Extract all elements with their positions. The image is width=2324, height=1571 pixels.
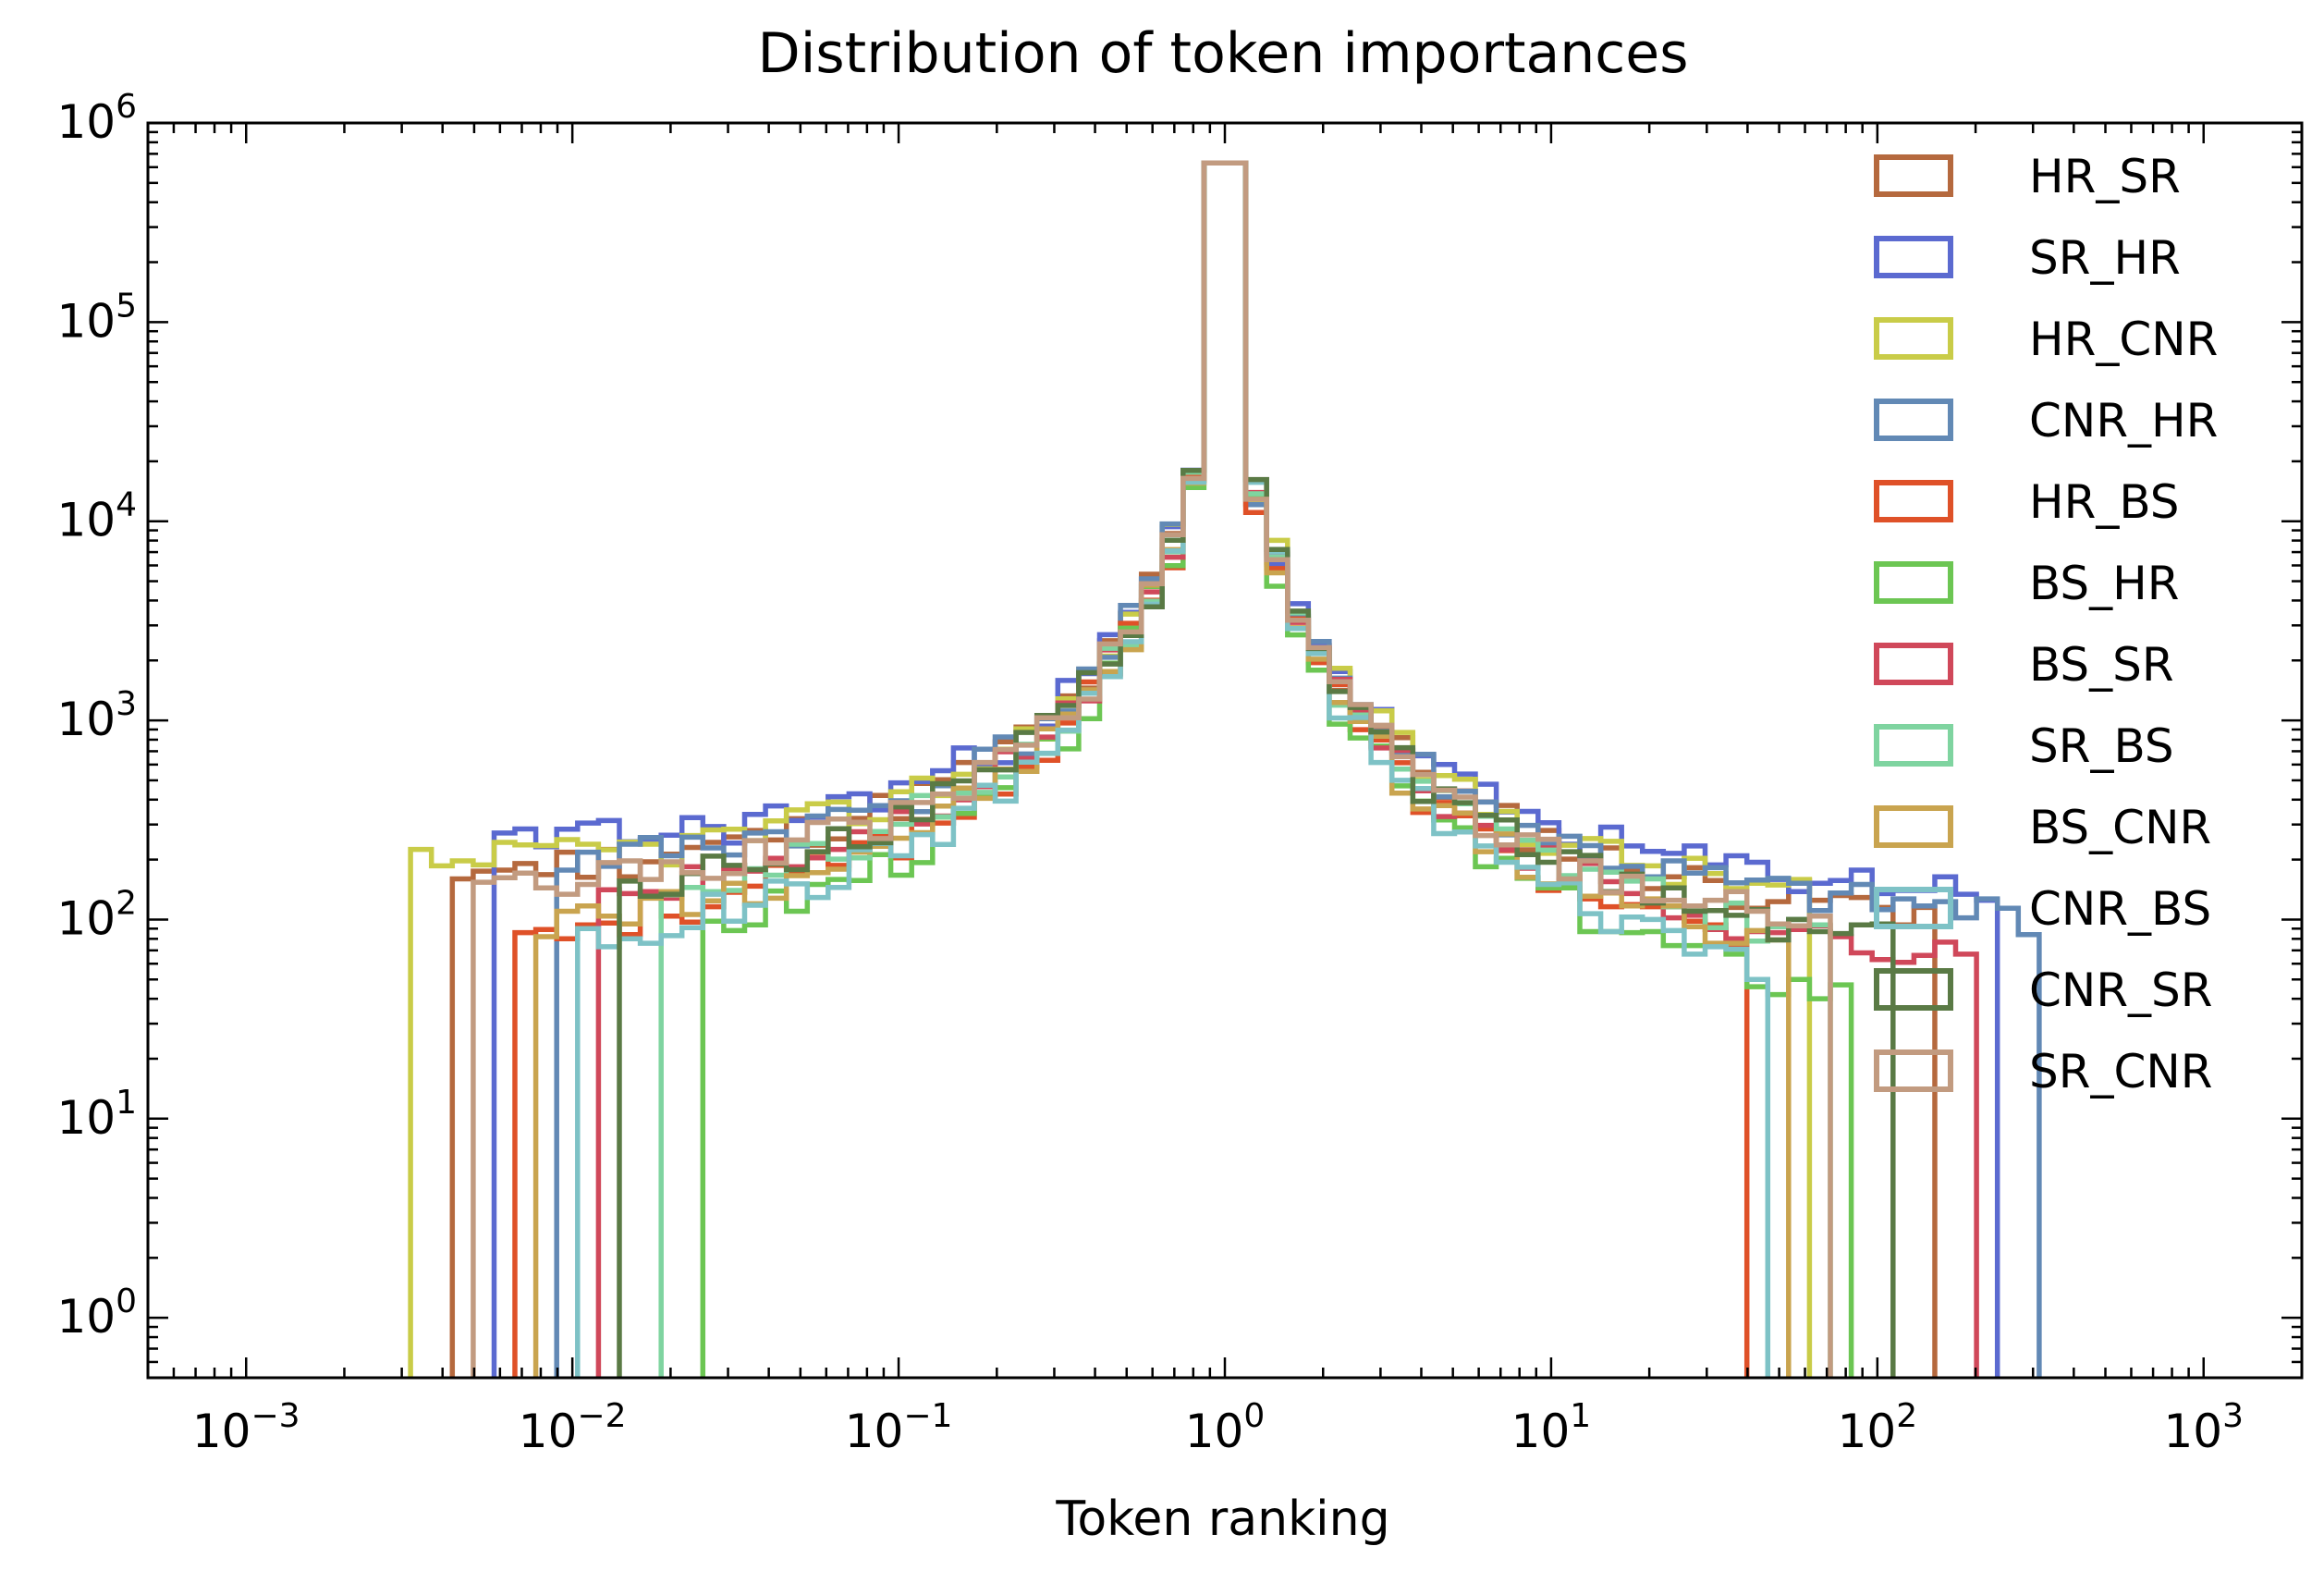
legend-swatch	[1874, 887, 1953, 929]
legend-label: HR_SR	[2029, 150, 2181, 203]
legend-label: SR_HR	[2029, 231, 2181, 285]
legend-swatch	[1874, 399, 1953, 441]
y-tick-label: 106	[56, 88, 137, 149]
legend-swatch	[1874, 154, 1953, 197]
x-tick-label: 10−3	[192, 1397, 300, 1458]
legend-label: HR_CNR	[2029, 313, 2218, 366]
legend-label: BS_CNR	[2029, 801, 2211, 854]
x-tick-label: 102	[1838, 1397, 1918, 1458]
legend-label: CNR_BS	[2029, 882, 2211, 936]
legend-swatch	[1874, 724, 1953, 767]
legend-swatch	[1874, 643, 1953, 685]
legend-label: BS_SR	[2029, 638, 2174, 692]
x-tick-label: 10−2	[519, 1397, 627, 1458]
x-tick-label: 103	[2163, 1397, 2244, 1458]
legend-swatch	[1874, 1049, 1953, 1092]
series-step-sr-cnr	[471, 160, 1833, 1378]
y-tick-label: 100	[56, 1283, 137, 1344]
x-tick-label: 100	[1185, 1397, 1266, 1458]
axis-ticks	[146, 121, 2304, 1380]
legend: HR_SR SR_HR HR_CNR CNR_HR HR_BS BS_HR BS_SR SR_…	[1874, 150, 2218, 1098]
y-tick-label: 101	[56, 1084, 137, 1145]
legend-label: CNR_SR	[2029, 963, 2213, 1017]
legend-label: CNR_HR	[2029, 394, 2218, 448]
y-tick-label: 105	[56, 287, 137, 348]
y-tick-label: 104	[56, 486, 137, 547]
legend-label: SR_BS	[2029, 719, 2174, 773]
y-tick-label: 103	[56, 685, 137, 746]
legend-swatch	[1874, 561, 1953, 604]
x-tick-label: 10−1	[845, 1397, 953, 1458]
legend-swatch	[1874, 968, 1953, 1011]
legend-swatch	[1874, 236, 1953, 278]
legend-swatch	[1874, 805, 1953, 848]
legend-swatch	[1874, 480, 1953, 522]
plot-area: 10−3 10−2 10−1 100 101 102 103 100 101 102 103 104 1…	[56, 88, 2304, 1458]
legend-label: HR_BS	[2029, 475, 2180, 529]
y-tick-label: 102	[56, 884, 137, 945]
legend-label: SR_CNR	[2029, 1045, 2213, 1098]
x-tick-label: 101	[1511, 1397, 1592, 1458]
chart-title: Distribution of token importances	[758, 21, 1689, 86]
legend-swatch	[1874, 317, 1953, 360]
x-axis-label: Token ranking	[1055, 1491, 1389, 1547]
series-group	[408, 160, 2042, 1378]
legend-label: BS_HR	[2029, 557, 2180, 610]
